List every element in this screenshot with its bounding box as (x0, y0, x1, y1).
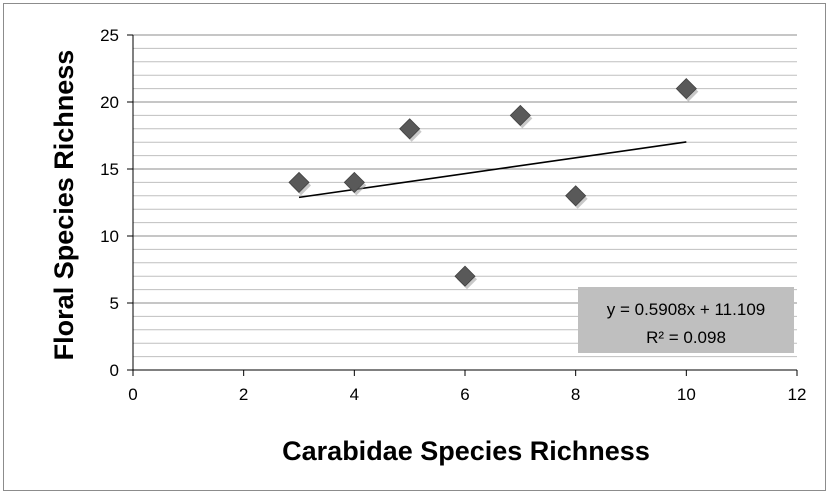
y-tick-label: 0 (110, 361, 119, 380)
y-tick-label: 20 (100, 93, 119, 112)
data-points (288, 78, 699, 290)
x-tick-label: 8 (571, 385, 580, 404)
r-squared-label: R² = 0.098 (646, 328, 726, 347)
x-tick-label: 0 (128, 385, 137, 404)
annotation-box (578, 287, 794, 353)
y-axis-title: Floral Species Richness (49, 50, 79, 361)
data-point (509, 104, 531, 126)
regression-annotation: y = 0.5908x + 11.109 R² = 0.098 (578, 287, 794, 353)
grid-lines (133, 34, 797, 358)
data-point (675, 78, 697, 100)
x-tick-label: 6 (460, 385, 469, 404)
y-tick-labels: 0 5 10 15 20 25 (100, 26, 133, 380)
y-tick-label: 5 (110, 294, 119, 313)
x-tick-label: 10 (677, 385, 696, 404)
x-tick-label: 12 (788, 385, 807, 404)
data-point (288, 171, 310, 193)
y-tick-label: 15 (100, 160, 119, 179)
data-point (454, 265, 476, 287)
data-point (343, 171, 365, 193)
y-tick-label: 10 (100, 227, 119, 246)
data-point (399, 118, 421, 140)
data-point (565, 185, 587, 207)
x-tick-label: 2 (239, 385, 248, 404)
regression-equation: y = 0.5908x + 11.109 (607, 300, 765, 319)
x-axis-title: Carabidae Species Richness (282, 436, 650, 466)
x-tick-label: 4 (350, 385, 359, 404)
y-tick-label: 25 (100, 26, 119, 45)
x-tick-labels: 0 2 4 6 8 10 12 (128, 370, 806, 404)
